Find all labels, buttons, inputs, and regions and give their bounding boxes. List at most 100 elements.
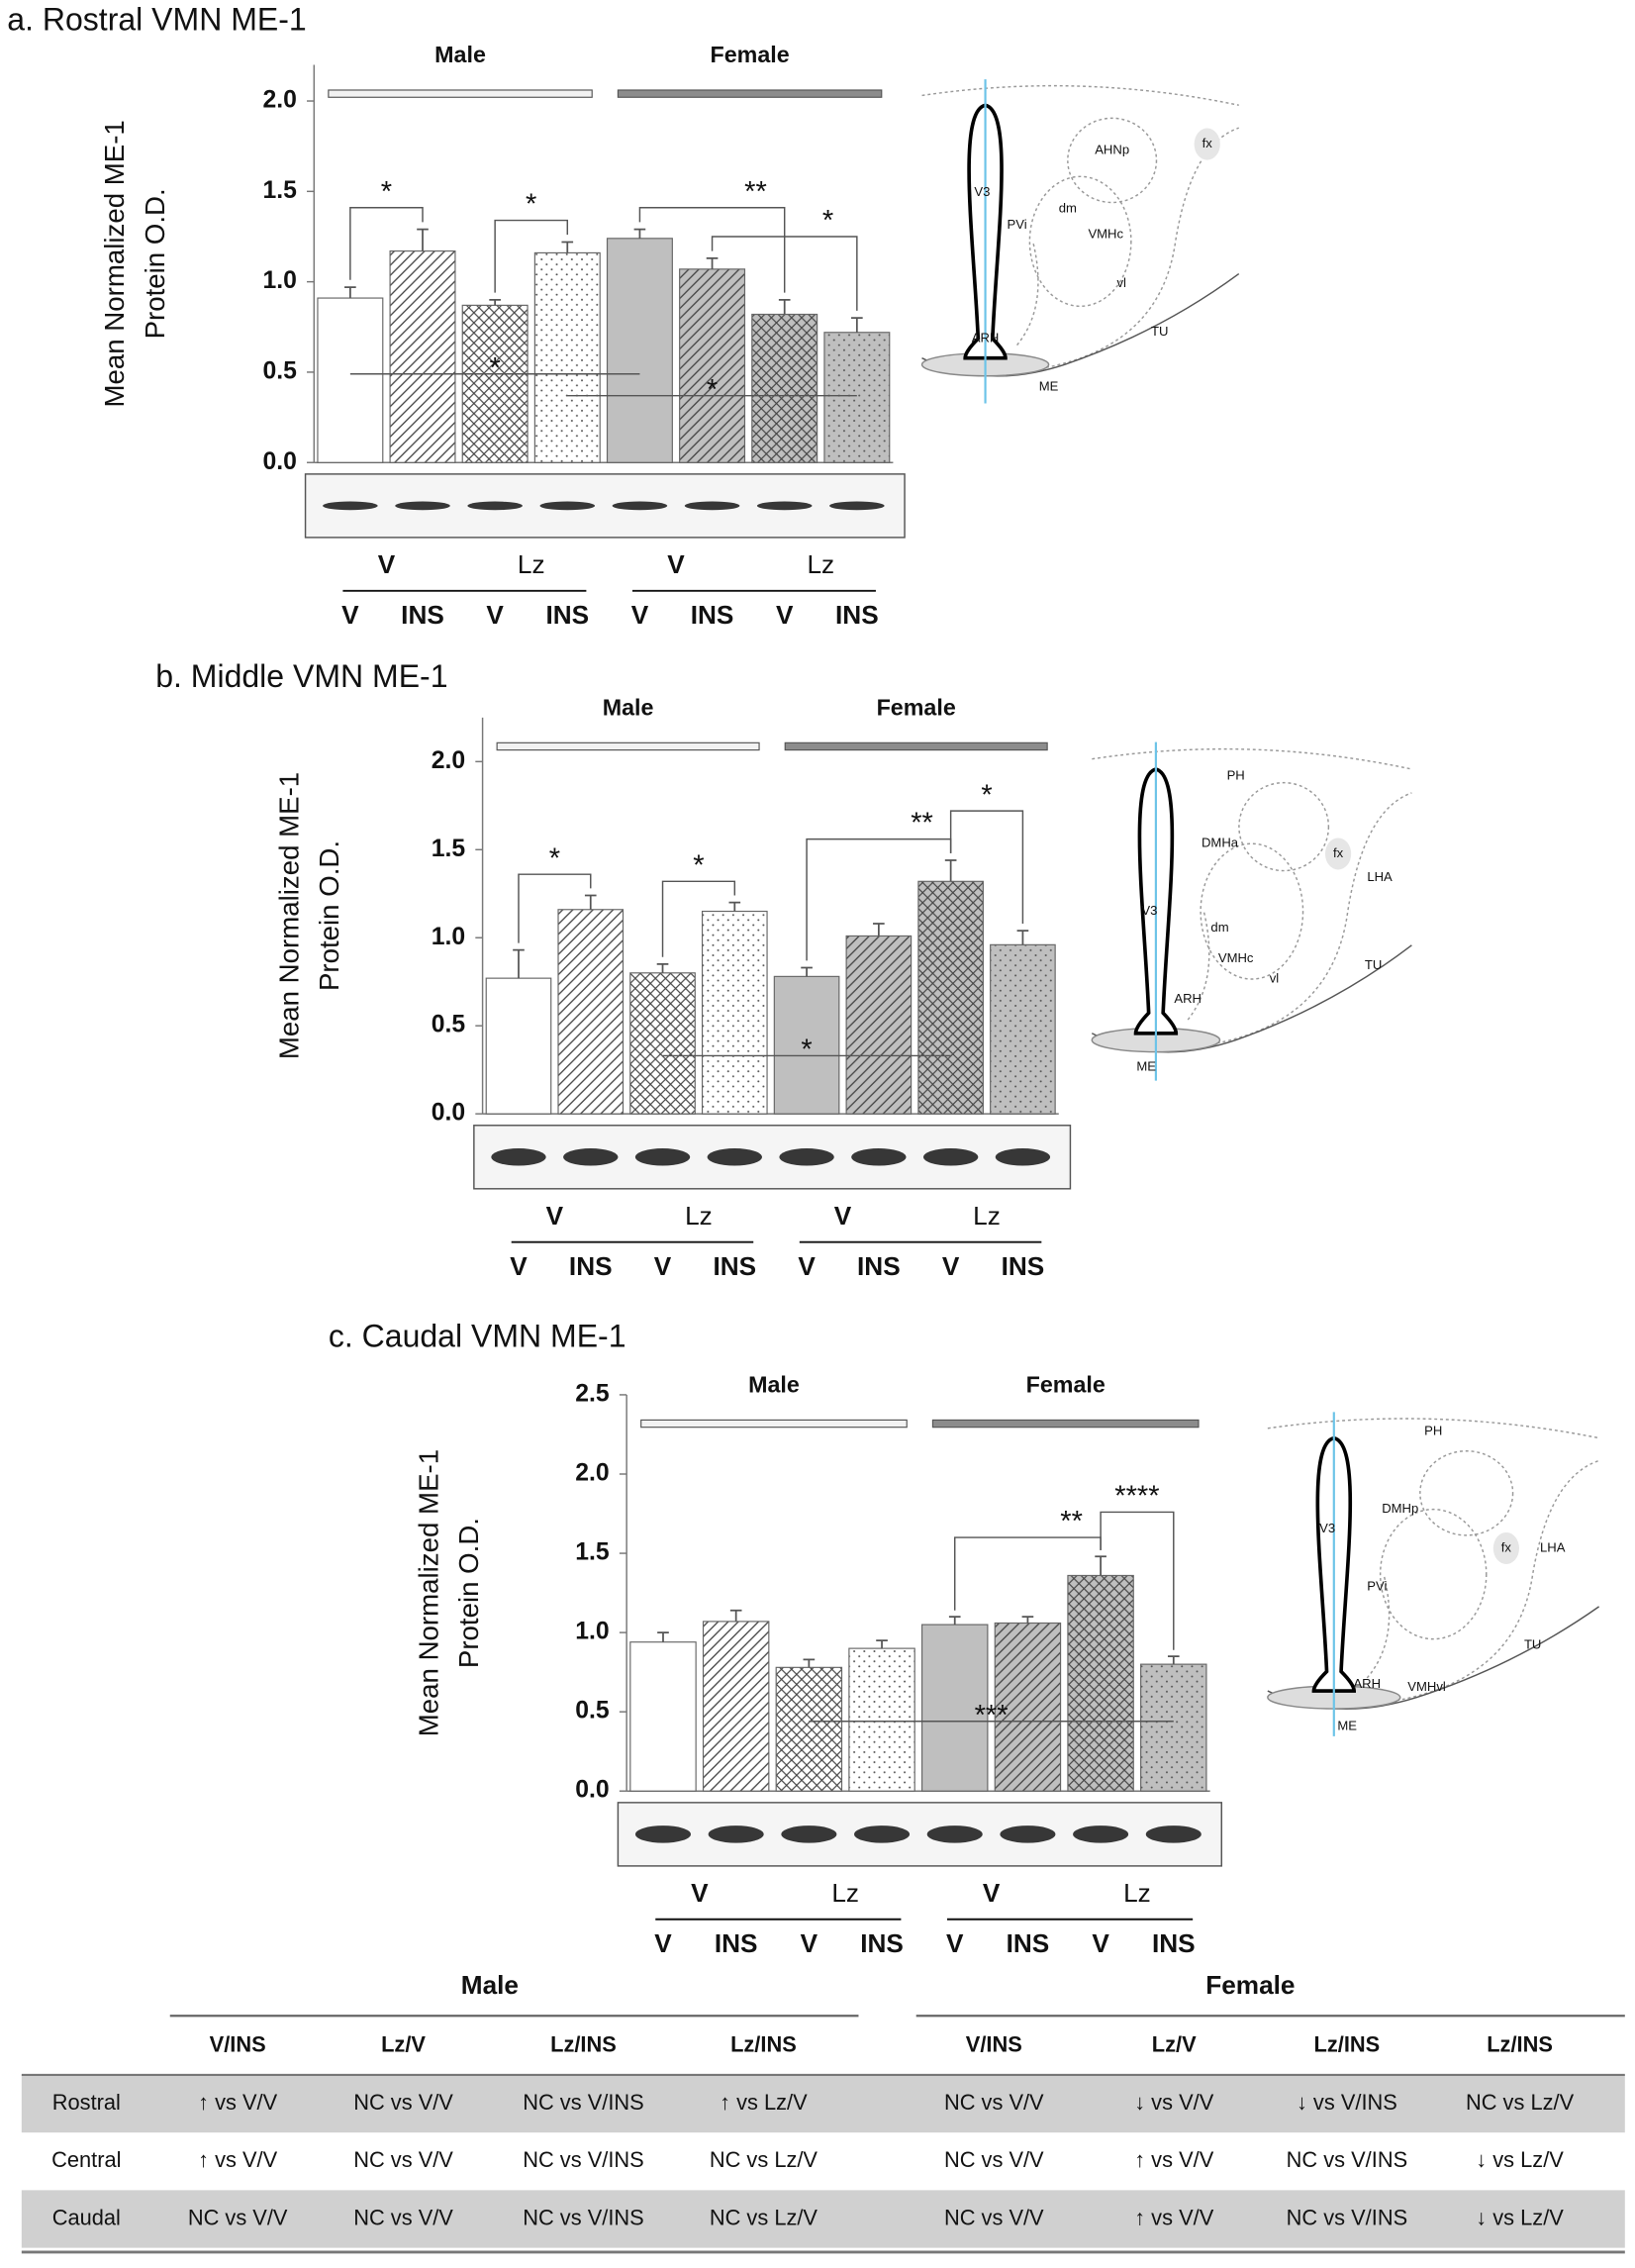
diagram-label: VMHvl: [1407, 1679, 1446, 1694]
y-tick-label: 1.0: [575, 1619, 609, 1645]
blot-band: [1000, 1825, 1056, 1843]
x-tick-label: V: [942, 1251, 960, 1281]
error-bar: [584, 894, 597, 910]
y-axis-label: Mean Normalized ME-1: [99, 120, 130, 407]
diagram-label: DMHa: [1202, 836, 1239, 850]
x-tick-label: INS: [1002, 1251, 1045, 1281]
y-tick-label: 1.0: [432, 924, 465, 950]
error-bar: [657, 1631, 669, 1642]
significance-bracket: [949, 810, 1024, 924]
treatment-label: V: [546, 1201, 564, 1231]
treatment-label: Lz: [973, 1201, 1001, 1231]
x-tick-label: INS: [545, 600, 589, 630]
x-tick-label: INS: [569, 1251, 613, 1281]
diagram-label: TU: [1151, 324, 1168, 339]
table-row-header: Central: [51, 2147, 121, 2172]
table-cell: ↓ vs Lz/V: [1476, 2147, 1564, 2172]
x-tick-label: V: [341, 600, 359, 630]
significance-bracket: [518, 873, 592, 943]
significance-bracket: [711, 236, 858, 311]
table-cell: ↓ vs V/V: [1134, 2090, 1213, 2115]
error-bar: [1167, 1655, 1180, 1665]
group-bar: [617, 89, 883, 98]
diagram-label: dm: [1059, 201, 1077, 216]
y-axis-label: Protein O.D.: [453, 1518, 484, 1668]
diagram-label: vl: [1270, 970, 1280, 985]
bar: [775, 1666, 843, 1792]
significance-label: *: [693, 849, 704, 881]
blot-band: [634, 1148, 691, 1166]
x-tick-label: INS: [860, 1928, 904, 1958]
table-cell: ↑ vs Lz/V: [720, 2090, 808, 2115]
significance-label: *: [707, 374, 718, 406]
bar: [994, 1622, 1062, 1792]
fornix: [1324, 838, 1352, 870]
diagram-label: fx: [1501, 1539, 1512, 1554]
y-tick-label: 0.0: [575, 1777, 609, 1804]
chart-title: b. Middle VMN ME-1: [155, 658, 447, 694]
diagram-label: AHNp: [1095, 143, 1129, 157]
table-group-header: Female: [1205, 1970, 1295, 2000]
error-bar: [801, 966, 813, 977]
y-tick-label: 1.5: [432, 836, 466, 862]
error-bar: [948, 1616, 961, 1626]
bar: [679, 268, 746, 463]
error-bar: [561, 241, 574, 253]
group-bar: [784, 741, 1048, 751]
table-column-header: Lz/INS: [1314, 2032, 1381, 2057]
table-cell: NC vs V/V: [353, 2205, 453, 2229]
table-cell: NC vs V/V: [944, 2147, 1044, 2172]
diagram-region: [1194, 792, 1412, 1048]
x-tick-label: INS: [857, 1251, 901, 1281]
significance-label: *: [801, 1035, 812, 1066]
y-tick-label: 0.0: [262, 448, 296, 475]
x-tick-label: V: [486, 600, 504, 630]
significance-label: *: [981, 779, 992, 811]
error-bar: [851, 317, 863, 333]
blot-band: [395, 501, 450, 511]
error-bar: [803, 1658, 816, 1668]
x-tick-label: V: [654, 1251, 672, 1281]
diagram-label: V3: [1319, 1521, 1335, 1535]
bar: [557, 909, 625, 1115]
treatment-label: V: [834, 1201, 852, 1231]
table-cell: NC vs V/INS: [523, 2205, 644, 2229]
error-bar: [1095, 1555, 1106, 1576]
group-bar: [931, 1419, 1200, 1429]
diagram-region: [921, 84, 1239, 106]
table-cell: NC vs Lz/V: [710, 2205, 818, 2229]
x-tick-label: V: [510, 1251, 528, 1281]
significance-label: **: [911, 808, 933, 839]
diagram-label: TU: [1365, 957, 1382, 972]
diagram-label: VMHc: [1218, 950, 1254, 965]
table-row-bg: [21, 2074, 1625, 2133]
error-bar: [489, 299, 501, 306]
x-tick-label: V: [654, 1928, 672, 1958]
bar: [701, 910, 768, 1115]
group-label: Female: [1026, 1371, 1106, 1397]
diagram-region: [1187, 911, 1210, 1021]
diagram-label: LHA: [1540, 1539, 1566, 1554]
blot-band: [851, 1148, 907, 1166]
error-bar: [656, 963, 669, 973]
diagram-label: ARH: [1174, 991, 1202, 1006]
table-row-header: Rostral: [52, 2090, 121, 2115]
significance-label: *: [526, 189, 536, 221]
treatment-label: V: [983, 1878, 1001, 1908]
significance-bracket: [349, 207, 424, 280]
treatment-label: Lz: [831, 1878, 859, 1908]
table-cell: NC vs V/INS: [523, 2090, 644, 2115]
diagram-region: [1373, 1459, 1599, 1705]
blot-band: [612, 501, 668, 511]
y-tick-label: 0.5: [432, 1012, 466, 1038]
blot-band: [707, 1148, 762, 1166]
table-column-header: V/INS: [966, 2032, 1022, 2057]
diagram-region: [1028, 175, 1132, 308]
significance-label: *: [489, 352, 500, 384]
bar: [485, 977, 552, 1115]
table-cell: NC vs V/V: [353, 2147, 453, 2172]
blot-band: [926, 1825, 983, 1843]
x-tick-label: INS: [1152, 1928, 1196, 1958]
y-axis-label: Mean Normalized ME-1: [273, 772, 304, 1059]
blot-band: [563, 1148, 619, 1166]
